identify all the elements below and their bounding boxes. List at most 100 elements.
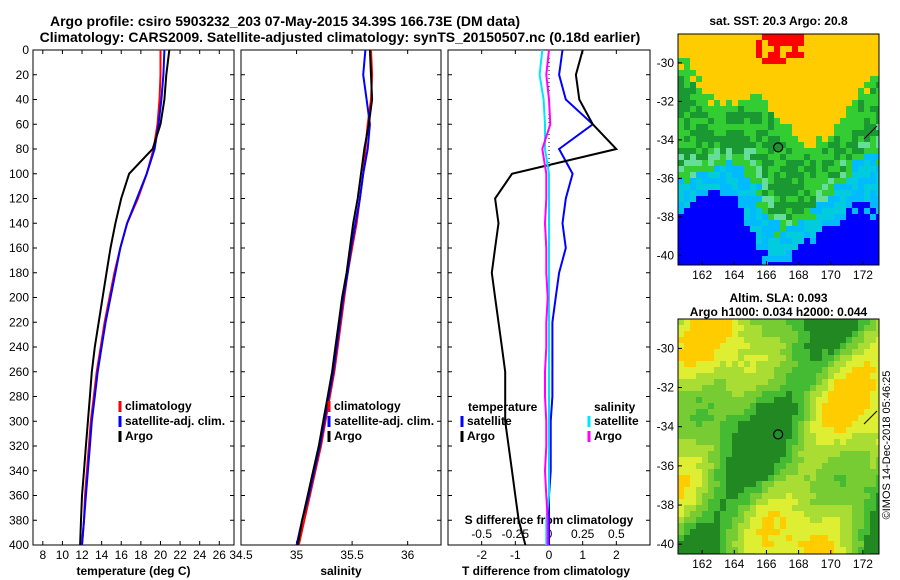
map-cell xyxy=(756,523,762,529)
map-cell xyxy=(732,256,738,262)
map-cell xyxy=(804,94,810,100)
map-cell xyxy=(804,76,810,82)
map-cell xyxy=(702,325,708,331)
map-cell xyxy=(684,70,690,76)
map-cell xyxy=(870,232,876,238)
series-line-s-satellite xyxy=(538,49,550,545)
map-cell xyxy=(714,112,720,118)
map-cell xyxy=(834,196,840,202)
map-cell xyxy=(816,433,822,439)
map-cell xyxy=(858,493,864,499)
map-cell xyxy=(696,505,702,511)
map-cell xyxy=(864,262,870,265)
map-cell xyxy=(858,349,864,355)
map-cell xyxy=(846,94,852,100)
map-cell xyxy=(762,136,768,142)
map-cell xyxy=(714,463,720,469)
map-cell xyxy=(786,112,792,118)
map-cell xyxy=(702,112,708,118)
map-cell xyxy=(864,250,870,256)
map-cell xyxy=(768,349,774,355)
map-cell xyxy=(774,112,780,118)
map-cell xyxy=(738,421,744,427)
x-tick-label: 34.5 xyxy=(229,548,253,562)
map-cell xyxy=(846,433,852,439)
map-cell xyxy=(708,244,714,250)
map-cell xyxy=(714,118,720,124)
map-cell xyxy=(696,457,702,463)
map-cell xyxy=(864,226,870,232)
map-cell xyxy=(780,196,786,202)
map-cell xyxy=(804,148,810,154)
map-cell xyxy=(768,517,774,523)
header-line1: Argo profile: csiro 5903232_203 07-May-2… xyxy=(50,13,520,29)
map-cell xyxy=(846,409,852,415)
map-cell xyxy=(798,40,804,46)
map-cell xyxy=(780,202,786,208)
map-cell xyxy=(762,166,768,172)
map-cell xyxy=(876,76,879,82)
map-cell xyxy=(696,130,702,136)
map-cell xyxy=(864,52,870,58)
map-cell xyxy=(816,337,822,343)
map-cell xyxy=(714,475,720,481)
map-cell xyxy=(798,190,804,196)
map-cell xyxy=(804,118,810,124)
map-cell xyxy=(840,355,846,361)
map-cell xyxy=(774,46,780,52)
map-cell xyxy=(822,535,828,541)
map-cell xyxy=(870,172,876,178)
map-cell xyxy=(696,493,702,499)
map-cell xyxy=(702,88,708,94)
map-cell xyxy=(798,238,804,244)
map-cell xyxy=(690,409,696,415)
map-cell xyxy=(774,238,780,244)
map-cell xyxy=(858,154,864,160)
map-cell xyxy=(756,52,762,58)
map-cell xyxy=(780,76,786,82)
map-cell xyxy=(804,64,810,70)
map-cell xyxy=(762,70,768,76)
map-cell xyxy=(714,226,720,232)
map-cell xyxy=(798,379,804,385)
map-cell xyxy=(708,481,714,487)
map-cell xyxy=(876,178,879,184)
map-cell xyxy=(846,355,852,361)
map-cell xyxy=(756,250,762,256)
map-cell xyxy=(870,52,876,58)
map-cell xyxy=(846,361,852,367)
map-cell xyxy=(738,463,744,469)
map-cell xyxy=(828,250,834,256)
map-cell xyxy=(834,505,840,511)
map-cell xyxy=(702,535,708,541)
map-cell xyxy=(834,439,840,445)
map-cell xyxy=(786,202,792,208)
map-cell xyxy=(774,469,780,475)
map-cell xyxy=(804,124,810,130)
map-cell xyxy=(756,262,762,265)
map-cell xyxy=(810,226,816,232)
map-cell xyxy=(726,208,732,214)
map-cell xyxy=(744,166,750,172)
map-cell xyxy=(762,469,768,475)
map-cell xyxy=(690,385,696,391)
map-cell xyxy=(864,196,870,202)
map-cell xyxy=(702,355,708,361)
map-cell xyxy=(816,100,822,106)
map-cell xyxy=(792,397,798,403)
map-cell xyxy=(840,517,846,523)
map-cell xyxy=(870,379,876,385)
map-cell xyxy=(780,373,786,379)
map-cell xyxy=(690,517,696,523)
map-cell xyxy=(738,349,744,355)
map-cell xyxy=(720,76,726,82)
map-cell xyxy=(828,337,834,343)
map-cell xyxy=(678,319,684,325)
map-cell xyxy=(696,244,702,250)
map-cell xyxy=(756,487,762,493)
map-cell xyxy=(696,250,702,256)
map-cell xyxy=(870,100,876,106)
map-cell xyxy=(786,499,792,505)
map-cell xyxy=(732,355,738,361)
map-cell xyxy=(726,361,732,367)
